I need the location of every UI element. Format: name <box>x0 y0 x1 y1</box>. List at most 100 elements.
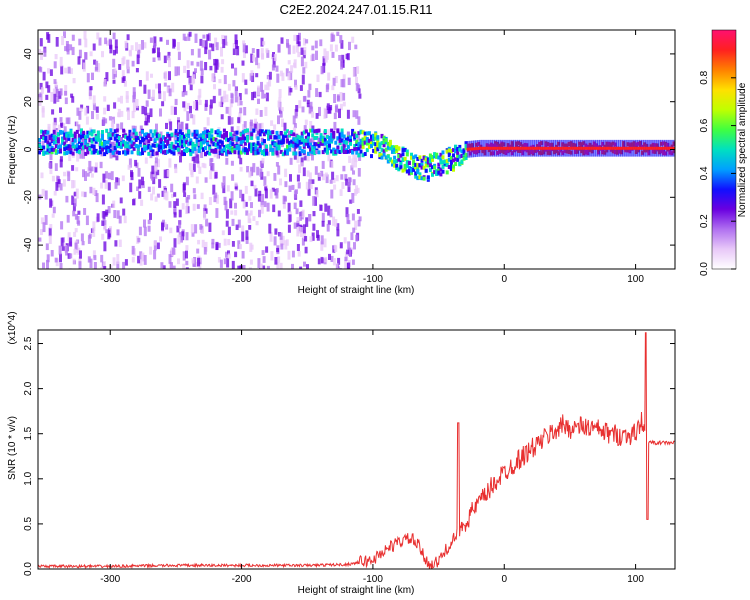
heatmap-cell <box>53 117 57 126</box>
heatmap-cell <box>222 128 226 133</box>
heatmap-cell <box>208 146 212 151</box>
heatmap-cell <box>303 38 307 46</box>
heatmap-cell <box>131 256 135 263</box>
heatmap-cell <box>149 153 153 159</box>
heatmap-cell <box>636 146 640 150</box>
heatmap-cell <box>220 114 224 120</box>
heatmap-cell <box>267 130 271 135</box>
heatmap-cell <box>143 255 147 265</box>
heatmap-cell <box>152 89 155 100</box>
heatmap-cell <box>61 138 65 143</box>
heatmap-cell <box>118 215 122 224</box>
heatmap-cell <box>260 150 264 154</box>
heatmap-cell <box>286 151 289 156</box>
heatmap-cell <box>288 143 292 148</box>
heatmap-cell <box>269 130 273 135</box>
heatmap-cell <box>124 40 128 49</box>
heatmap-cell <box>277 146 281 151</box>
x-tick-label: 0 <box>501 274 507 285</box>
heatmap-cell <box>199 38 203 46</box>
heatmap-cell <box>155 83 158 89</box>
heatmap-cell <box>243 121 247 129</box>
heatmap-cell <box>437 155 441 160</box>
heatmap-cell <box>336 95 340 101</box>
heatmap-cell <box>159 149 163 154</box>
heatmap-cell <box>175 198 179 206</box>
heatmap-cell <box>189 84 193 91</box>
heatmap-cell <box>447 148 451 153</box>
heatmap-cell <box>445 158 449 163</box>
snr-y-label: SNR (10 * v/v) <box>7 416 18 480</box>
heatmap-cell <box>279 232 283 240</box>
heatmap-cell <box>431 165 434 170</box>
y-tick-label: 0.0 <box>23 562 34 576</box>
heatmap-cell <box>113 210 117 219</box>
heatmap-cell <box>259 263 263 269</box>
heatmap-cell <box>80 135 83 140</box>
heatmap-cell <box>288 133 292 138</box>
heatmap-cell <box>284 168 288 178</box>
heatmap-cell <box>181 203 185 210</box>
heatmap-cell <box>60 65 64 75</box>
heatmap-cell <box>213 59 217 66</box>
heatmap-cell <box>163 82 167 87</box>
heatmap-cell <box>158 179 162 188</box>
heatmap-cell <box>292 115 296 125</box>
heatmap-cell <box>138 143 142 148</box>
heatmap-cell <box>191 141 195 146</box>
heatmap-cell <box>424 163 428 168</box>
heatmap-cell <box>168 144 172 149</box>
heatmap-cell <box>108 116 112 121</box>
heatmap-cell <box>256 130 260 135</box>
heatmap-cell <box>227 145 231 150</box>
heatmap-cell <box>177 258 180 265</box>
heatmap-cell <box>367 144 371 149</box>
heatmap-cell <box>454 157 458 162</box>
heatmap-cell <box>149 145 153 150</box>
heatmap-cell <box>124 134 128 139</box>
heatmap-cell <box>209 43 213 48</box>
heatmap-cell <box>168 201 172 208</box>
heatmap-cell <box>489 146 493 150</box>
heatmap-cell <box>266 50 270 58</box>
heatmap-cell <box>125 91 129 99</box>
heatmap-cell <box>169 227 173 234</box>
heatmap-cell <box>296 155 300 163</box>
heatmap-cell <box>244 88 248 95</box>
heatmap-cell <box>331 171 335 180</box>
heatmap-cell <box>374 149 378 154</box>
heatmap-cell <box>249 242 253 252</box>
heatmap-cell <box>195 100 198 110</box>
heatmap-cell <box>84 107 88 116</box>
heatmap-cell <box>109 148 113 153</box>
heatmap-cell <box>117 150 121 155</box>
heatmap-cell <box>300 131 304 136</box>
heatmap-cell <box>254 148 258 153</box>
heatmap-cell <box>275 65 279 72</box>
heatmap-cell <box>223 75 227 85</box>
heatmap-cell <box>214 137 218 142</box>
heatmap-cell <box>116 210 120 219</box>
heatmap-cell <box>217 257 221 263</box>
heatmap-cell <box>388 142 392 147</box>
heatmap-cell <box>456 157 460 162</box>
heatmap-cell <box>279 140 283 145</box>
heatmap-cell <box>103 140 107 145</box>
heatmap-cell <box>170 248 174 256</box>
heatmap-cell <box>293 34 297 42</box>
heatmap-cell <box>92 43 96 51</box>
heatmap-cell <box>666 146 670 150</box>
heatmap-cell <box>204 139 207 144</box>
heatmap-cell <box>196 248 200 254</box>
heatmap-cell <box>418 172 422 177</box>
heatmap-cell <box>320 66 324 75</box>
heatmap-cell <box>75 167 79 172</box>
heatmap-cell <box>341 182 345 189</box>
heatmap-cell <box>225 251 228 258</box>
heatmap-cell <box>328 146 331 151</box>
heatmap-cell <box>344 174 348 181</box>
heatmap-cell <box>106 40 109 46</box>
heatmap-cell <box>454 144 458 149</box>
heatmap-cell <box>414 165 418 169</box>
